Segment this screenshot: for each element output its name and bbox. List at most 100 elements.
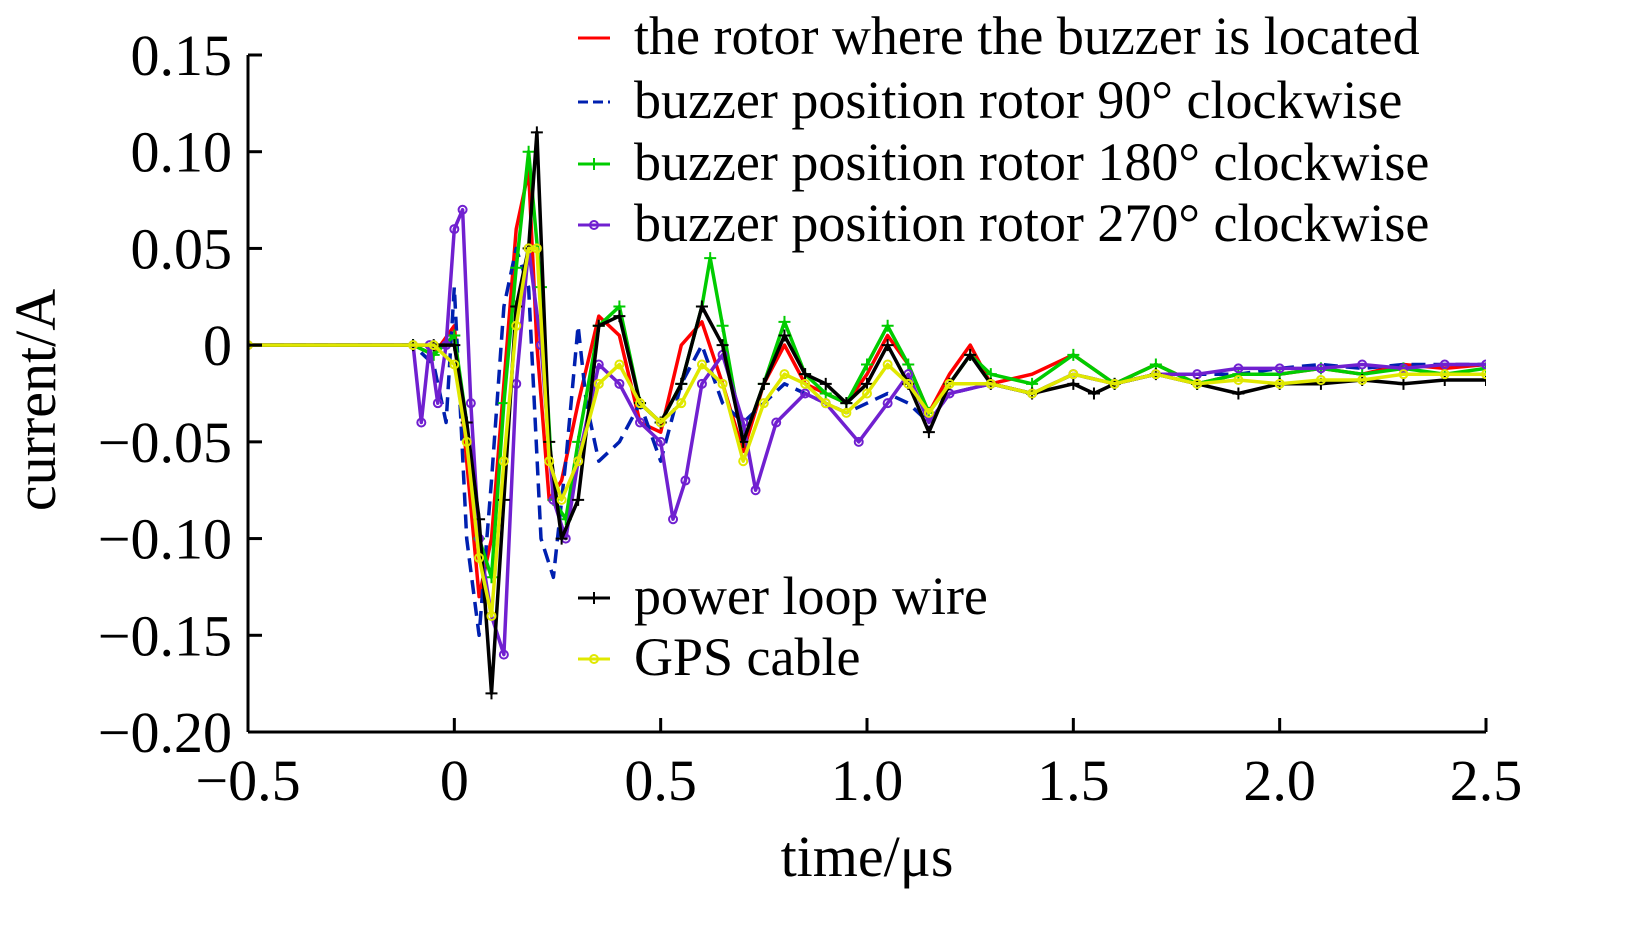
x-tick-label: 0	[440, 748, 469, 813]
data-point	[530, 126, 543, 139]
data-point	[572, 493, 585, 506]
ticks: −0.5 0 0.5 1.0 1.5 2.0 2.5 0.15 0.10 0.05 0 −0.05 −0…	[98, 23, 1522, 813]
data-point	[1439, 369, 1450, 380]
y-tick-label: −0.05	[98, 410, 232, 475]
data-point	[449, 224, 460, 235]
y-tick-label: −0.20	[98, 700, 232, 765]
data-point	[1087, 387, 1100, 400]
data-point	[655, 436, 666, 447]
data-point	[675, 377, 688, 390]
y-axis-title: current/A	[3, 289, 68, 511]
legend-entry-2: buzzer position rotor 180° clockwise	[578, 132, 1429, 192]
data-point	[510, 261, 523, 274]
data-point	[757, 377, 770, 390]
data-point	[922, 426, 935, 439]
data-point	[1357, 374, 1368, 385]
legend-entry-5: GPS cable	[578, 627, 860, 687]
data-point	[531, 243, 542, 254]
data-point	[474, 552, 485, 563]
legend-label: GPS cable	[634, 627, 860, 687]
data-point	[449, 359, 460, 370]
data-point	[1438, 373, 1451, 386]
data-point	[695, 300, 708, 313]
data-point	[1027, 388, 1038, 399]
data-point	[613, 310, 626, 323]
data-point	[862, 388, 872, 399]
data-point	[416, 417, 427, 428]
data-point	[840, 397, 853, 410]
y-tick-label: −0.15	[98, 603, 232, 668]
data-point	[465, 398, 476, 409]
x-tick-label: 2.5	[1450, 748, 1523, 813]
data-point	[498, 456, 509, 467]
legend-label: power loop wire	[634, 566, 988, 626]
data-point	[511, 320, 522, 331]
data-point	[1480, 373, 1486, 386]
data-point	[819, 377, 832, 390]
x-tick-label: −0.5	[195, 748, 300, 813]
data-point	[635, 398, 646, 409]
data-point	[1109, 378, 1120, 389]
y-tick-label: −0.10	[98, 507, 232, 572]
data-point	[655, 417, 666, 428]
legend-marker	[588, 592, 600, 604]
data-point	[1192, 378, 1203, 389]
legend-label: the rotor where the buzzer is located	[634, 6, 1420, 66]
data-point	[861, 377, 873, 390]
data-point	[592, 319, 605, 332]
x-tick-label: 1.0	[831, 748, 904, 813]
data-point	[800, 378, 811, 389]
data-point	[861, 358, 873, 371]
data-point	[1397, 377, 1410, 390]
data-point	[635, 417, 646, 428]
data-point	[778, 315, 791, 328]
legend-entry-0: the rotor where the buzzer is located	[578, 6, 1420, 66]
data-point	[1480, 362, 1486, 375]
data-point	[1067, 348, 1080, 361]
data-point	[428, 340, 439, 351]
legend-label: buzzer position rotor 180° clockwise	[634, 132, 1429, 192]
x-tick-label: 2.0	[1243, 748, 1316, 813]
data-point	[1233, 374, 1244, 385]
data-point	[696, 378, 707, 389]
legend-marker	[589, 220, 599, 230]
legend-entry-4: power loop wire	[578, 566, 988, 626]
data-point	[1439, 359, 1450, 370]
series-layer	[248, 126, 1486, 700]
x-tick-label: 1.5	[1037, 748, 1110, 813]
data-point	[573, 456, 584, 467]
data-point	[593, 378, 604, 389]
data-point	[668, 514, 679, 525]
data-point	[923, 407, 934, 418]
y-tick-label: 0.05	[131, 216, 233, 281]
data-point	[1233, 363, 1244, 374]
x-tick-label: 0.5	[624, 748, 697, 813]
series-line	[248, 246, 1486, 618]
legend: the rotor where the buzzer is located buz…	[578, 6, 1429, 687]
data-point	[750, 485, 761, 496]
data-point	[882, 359, 893, 370]
data-point	[614, 359, 625, 370]
legend-entry-3: buzzer position rotor 270° clockwise	[578, 193, 1429, 253]
data-point	[1150, 369, 1161, 380]
data-point	[1357, 359, 1368, 370]
data-point	[820, 398, 831, 409]
data-point	[985, 378, 996, 389]
data-point	[1398, 363, 1409, 374]
data-point	[457, 204, 468, 215]
data-point	[680, 475, 691, 486]
x-axis-title: time/μs	[781, 824, 954, 889]
data-point	[614, 378, 625, 389]
data-point	[853, 436, 864, 447]
data-point	[1315, 363, 1326, 374]
data-point	[800, 388, 811, 399]
data-point	[1232, 387, 1245, 400]
data-point	[485, 687, 498, 700]
data-point	[717, 378, 728, 389]
data-point	[498, 649, 509, 660]
legend-marker	[588, 158, 600, 170]
data-point	[461, 436, 472, 447]
y-tick-label: 0.10	[131, 120, 233, 185]
data-point	[882, 398, 893, 409]
